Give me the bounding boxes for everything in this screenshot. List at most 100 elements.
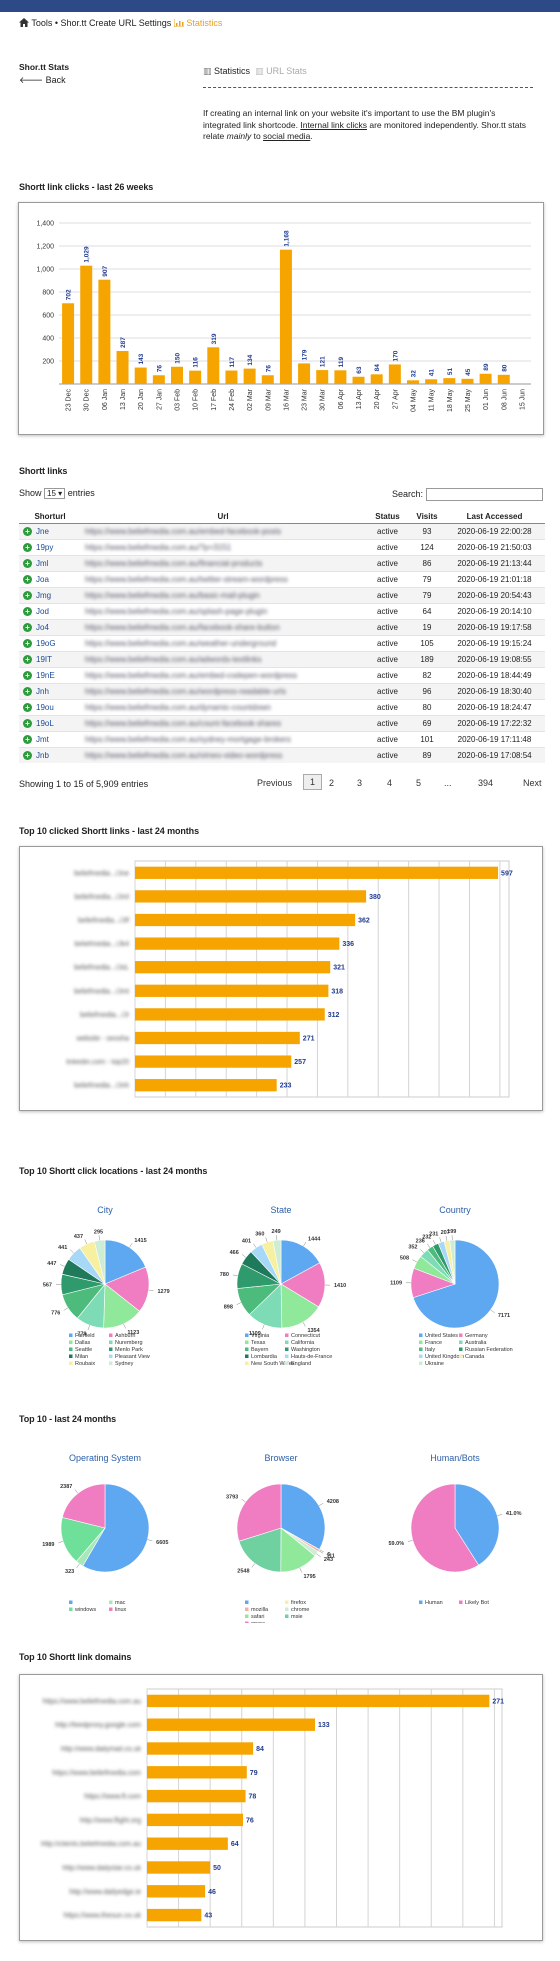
crumb[interactable]: Create URL <box>89 18 137 28</box>
shorturl[interactable]: Jmg <box>36 590 52 600</box>
shorturl[interactable]: Jo4 <box>36 622 49 632</box>
legend-label[interactable]: Milan <box>75 1354 88 1360</box>
legend-label[interactable]: California <box>291 1340 315 1346</box>
expand-icon[interactable]: + <box>23 735 32 745</box>
shorturl[interactable]: Jml <box>36 558 49 568</box>
page-button[interactable]: 394 <box>478 778 494 788</box>
legend-label[interactable]: Connecticut <box>291 1333 321 1339</box>
column-header[interactable]: Visits <box>410 509 444 524</box>
shorturl[interactable]: 19ou <box>36 702 54 712</box>
crumb[interactable]: Shor.tt <box>60 18 87 28</box>
page-button[interactable]: 4 <box>387 778 393 788</box>
expand-icon[interactable]: + <box>23 591 32 601</box>
legend-label[interactable]: Australia <box>465 1340 487 1346</box>
legend-label[interactable]: Dallas <box>75 1340 91 1346</box>
legend-label[interactable]: mac <box>115 1600 126 1606</box>
shorturl[interactable]: Jnb <box>36 750 49 760</box>
page-button[interactable]: Previous <box>257 778 293 788</box>
legend-label[interactable]: New South Wales <box>251 1361 295 1367</box>
legend-label[interactable]: Human <box>425 1600 443 1606</box>
intro-link[interactable]: Internal link clicks <box>300 119 367 130</box>
expand-icon[interactable]: + <box>23 527 32 537</box>
tab[interactable]: Statistics <box>214 66 251 76</box>
expand-icon[interactable]: + <box>23 703 32 713</box>
intro-link[interactable]: social media <box>263 131 311 141</box>
shorturl[interactable]: Jod <box>36 606 49 616</box>
legend-label[interactable]: Menlo Park <box>115 1347 143 1353</box>
expand-icon[interactable]: + <box>23 655 32 665</box>
back-link[interactable]: 🡐 Back <box>19 75 66 85</box>
column-header[interactable]: Last Accessed <box>444 509 545 524</box>
legend-label[interactable]: msie <box>291 1614 303 1620</box>
legend-label[interactable]: United Kingdom <box>425 1354 465 1360</box>
legend-label[interactable]: chrome <box>291 1607 309 1613</box>
legend-label[interactable]: Texas <box>251 1340 266 1346</box>
page-button[interactable]: Next <box>523 778 542 788</box>
legend-label[interactable]: Italy <box>425 1347 435 1353</box>
legend-label[interactable]: France <box>425 1340 442 1346</box>
search-input[interactable] <box>425 488 543 501</box>
legend-label[interactable]: windows <box>74 1607 96 1613</box>
expand-icon[interactable]: + <box>23 719 32 729</box>
expand-icon[interactable]: + <box>23 687 32 697</box>
back-text[interactable]: Back <box>45 75 66 85</box>
expand-icon[interactable]: + <box>23 623 32 633</box>
page-button[interactable]: ... <box>444 778 452 788</box>
expand-icon[interactable]: + <box>23 559 32 569</box>
legend-label[interactable]: Pleasant View <box>115 1354 150 1360</box>
legend-label[interactable]: England <box>291 1361 311 1367</box>
column-header[interactable]: Shorturl <box>19 509 81 524</box>
legend-label[interactable]: Ukraine <box>425 1361 444 1367</box>
legend-label[interactable]: Nuremberg <box>115 1340 143 1346</box>
legend-label[interactable]: Fairfield <box>75 1333 95 1339</box>
column-header[interactable]: Status <box>365 509 410 524</box>
legend-label[interactable]: Ashburn <box>115 1333 136 1339</box>
length-value[interactable]: 15 <box>47 489 56 498</box>
expand-icon[interactable]: + <box>23 639 32 649</box>
legend-label[interactable]: Russian Federation <box>465 1347 513 1353</box>
page-button[interactable]: 5 <box>416 778 422 788</box>
page-button[interactable]: 3 <box>357 778 363 788</box>
shorturl[interactable]: Jmt <box>36 734 49 744</box>
legend-label[interactable]: safari <box>251 1614 264 1620</box>
pie-group: Operating System 6605 323 1989 2387 mac window… <box>42 1453 522 1623</box>
expand-icon[interactable]: + <box>23 543 32 553</box>
shorturl[interactable]: 19py <box>36 542 54 552</box>
legend-label[interactable]: opera <box>251 1621 266 1623</box>
shorturl[interactable]: 19oL <box>36 718 54 728</box>
crumb[interactable]: Tools <box>31 18 53 28</box>
length-select[interactable]: 15 ▾ <box>44 488 66 499</box>
page-button[interactable]: 1 <box>303 774 323 790</box>
shorturl[interactable]: 19nE <box>36 670 55 680</box>
legend-label[interactable]: Washington <box>291 1347 320 1353</box>
shorturl[interactable]: 19IT <box>36 654 53 664</box>
legend-label[interactable]: mozilla <box>251 1607 269 1613</box>
legend-label[interactable]: United States <box>425 1333 458 1339</box>
expand-icon[interactable]: + <box>23 671 32 681</box>
x-tick-label: 15 Jun <box>519 389 526 410</box>
legend-label[interactable]: Sydney <box>115 1361 134 1367</box>
legend-label[interactable]: Likely Bot <box>465 1600 489 1606</box>
legend-label[interactable]: Bayern <box>251 1347 268 1353</box>
column-header[interactable]: Url <box>81 509 365 524</box>
expand-icon[interactable]: + <box>23 575 32 585</box>
legend-label[interactable]: Hauts-de-France <box>291 1354 332 1360</box>
tab[interactable]: URL Stats <box>266 66 307 76</box>
legend-label[interactable]: Virginia <box>251 1333 270 1339</box>
shorturl[interactable]: 19oG <box>36 638 56 648</box>
shorturl[interactable]: Joa <box>36 574 49 584</box>
legend-label[interactable]: firefox <box>291 1600 306 1606</box>
shorturl[interactable]: Jnh <box>36 686 49 696</box>
legend-label[interactable]: Lombardia <box>251 1354 278 1360</box>
crumb-active[interactable]: Statistics <box>186 18 223 28</box>
legend-label[interactable]: Seattle <box>75 1347 92 1353</box>
legend-label[interactable]: Canada <box>465 1354 485 1360</box>
expand-icon[interactable]: + <box>23 607 32 617</box>
expand-icon[interactable]: + <box>23 751 32 761</box>
crumb[interactable]: Settings <box>138 18 172 28</box>
legend-label[interactable]: Roubaix <box>75 1361 95 1367</box>
page-button[interactable]: 2 <box>329 778 335 788</box>
legend-label[interactable]: Germany <box>465 1333 488 1339</box>
legend-label[interactable]: linux <box>115 1607 127 1613</box>
shorturl[interactable]: Jne <box>36 526 49 536</box>
